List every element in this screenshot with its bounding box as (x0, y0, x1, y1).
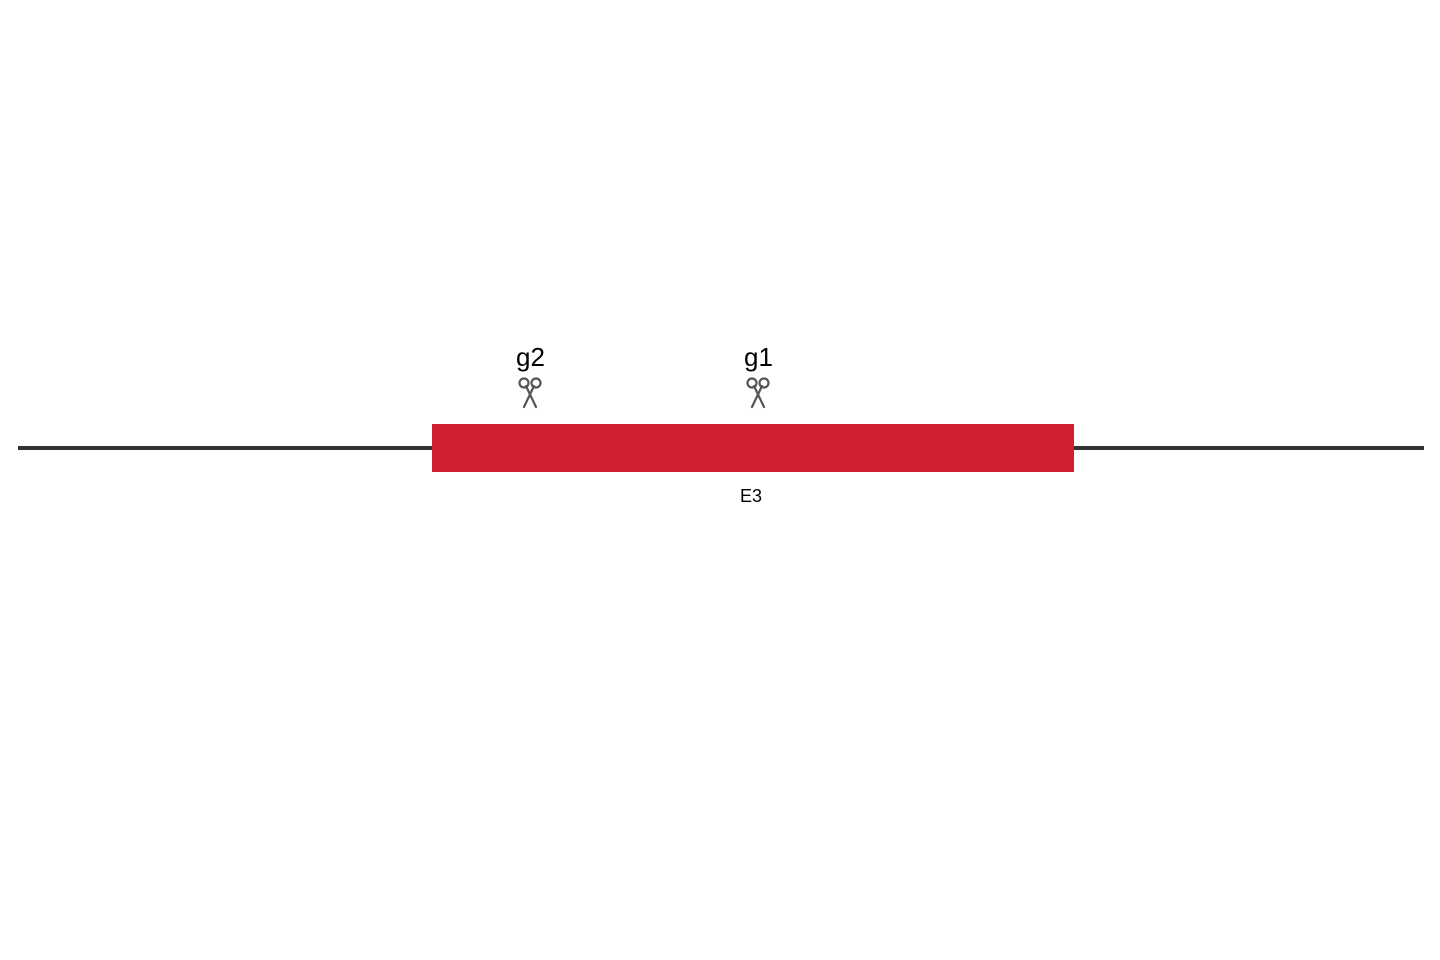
backbone-left (18, 446, 432, 450)
cut-label-g2: g2 (516, 342, 545, 373)
scissors-icon (744, 377, 772, 414)
gene-diagram: E3 g2 g1 (0, 0, 1440, 960)
scissors-icon (516, 377, 544, 414)
cut-site-g2: g2 (516, 342, 545, 414)
cut-label-g1: g1 (744, 342, 773, 373)
exon-box (432, 424, 1074, 472)
backbone-right (1074, 446, 1424, 450)
exon-label: E3 (740, 486, 762, 507)
cut-site-g1: g1 (744, 342, 773, 414)
